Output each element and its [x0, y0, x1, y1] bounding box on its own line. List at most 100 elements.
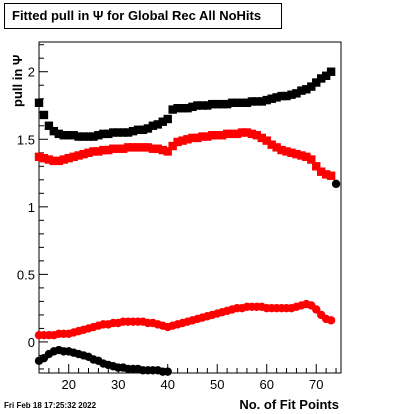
- series-1: [34, 67, 336, 141]
- data-point: [242, 128, 252, 137]
- data-point: [148, 121, 158, 130]
- data-point: [232, 129, 242, 139]
- data-point: [59, 131, 68, 140]
- data-point: [247, 97, 257, 106]
- data-point: [173, 137, 182, 147]
- x-tick-label: 70: [309, 377, 323, 392]
- data-point: [222, 99, 232, 109]
- data-point: [84, 148, 93, 157]
- data-point: [79, 132, 88, 141]
- data-point: [208, 131, 217, 140]
- data-point: [257, 97, 266, 106]
- data-point: [321, 71, 331, 80]
- data-point: [183, 135, 192, 144]
- data-point: [217, 131, 227, 140]
- data-point: [123, 143, 133, 152]
- x-axis-label: No. of Fit Points: [239, 397, 339, 412]
- data-point: [312, 78, 321, 87]
- data-point: [123, 128, 133, 137]
- data-point: [312, 162, 321, 171]
- data-point: [227, 98, 237, 107]
- y-axis-label: pull in Ψ: [10, 54, 25, 107]
- x-tick-label: 50: [210, 377, 224, 392]
- series-2: [34, 128, 336, 180]
- data-point: [173, 104, 182, 113]
- data-point: [277, 91, 286, 101]
- data-point: [118, 144, 128, 153]
- data-point: [153, 144, 163, 153]
- series-5: [34, 345, 172, 376]
- data-point: [198, 101, 207, 110]
- data-point: [34, 98, 44, 107]
- data-point: [193, 133, 202, 143]
- data-point: [188, 102, 197, 112]
- data-point: [109, 128, 118, 137]
- data-point: [277, 145, 286, 155]
- data-point: [193, 101, 202, 110]
- data-point: [104, 145, 113, 155]
- data-point: [203, 101, 212, 110]
- data-point: [217, 99, 227, 109]
- data-point: [39, 110, 49, 120]
- data-point: [74, 132, 83, 141]
- data-point: [128, 126, 138, 136]
- data-point: [148, 144, 158, 153]
- data-point: [39, 153, 49, 163]
- x-tick-label: 60: [260, 377, 274, 392]
- data-point: [237, 98, 247, 107]
- y-tick-label: 0.5: [17, 267, 35, 282]
- data-point: [232, 98, 242, 107]
- data-point: [282, 147, 291, 156]
- data-point: [307, 82, 316, 91]
- data-point: [297, 151, 306, 160]
- y-tick-label: 2: [28, 65, 35, 80]
- data-point: [44, 121, 54, 130]
- data-point: [257, 133, 266, 143]
- timestamp: Fri Feb 18 17:25:32 2022: [4, 401, 97, 410]
- data-point: [163, 367, 172, 376]
- data-point: [128, 143, 138, 152]
- y-tick-label: 1.5: [17, 132, 35, 147]
- data-point: [297, 86, 306, 95]
- data-point: [168, 141, 177, 151]
- data-point: [69, 152, 78, 162]
- data-point: [326, 67, 336, 76]
- data-point: [143, 124, 153, 133]
- series-4: [34, 299, 336, 340]
- data-point: [34, 152, 44, 162]
- data-point: [252, 97, 262, 106]
- data-point: [133, 125, 143, 135]
- data-point: [64, 131, 73, 140]
- x-tick-label: 40: [160, 377, 174, 392]
- y-tick-label: 1: [28, 200, 35, 215]
- data-point: [44, 155, 54, 164]
- data-point: [307, 155, 316, 164]
- data-point: [316, 167, 326, 176]
- data-point: [153, 120, 163, 129]
- data-point: [252, 131, 262, 140]
- data-point: [118, 128, 128, 137]
- data-point: [168, 105, 177, 114]
- data-point: [54, 129, 64, 139]
- data-point: [198, 132, 207, 141]
- data-point: [138, 143, 148, 152]
- data-point: [138, 125, 148, 135]
- data-point: [292, 89, 301, 98]
- data-point: [158, 145, 167, 155]
- data-point: [183, 104, 192, 113]
- data-point: [99, 129, 108, 139]
- data-point: [163, 114, 172, 124]
- data-point: [227, 129, 237, 139]
- data-point: [89, 132, 98, 141]
- data-point: [178, 104, 187, 113]
- data-point: [133, 143, 143, 152]
- data-point: [302, 152, 311, 162]
- data-point: [331, 179, 341, 189]
- data-point: [287, 90, 296, 99]
- x-tick-label: 30: [111, 377, 125, 392]
- data-point: [84, 132, 93, 141]
- data-point: [64, 153, 73, 163]
- data-point: [222, 129, 232, 139]
- data-point: [272, 93, 281, 102]
- data-point: [262, 136, 271, 145]
